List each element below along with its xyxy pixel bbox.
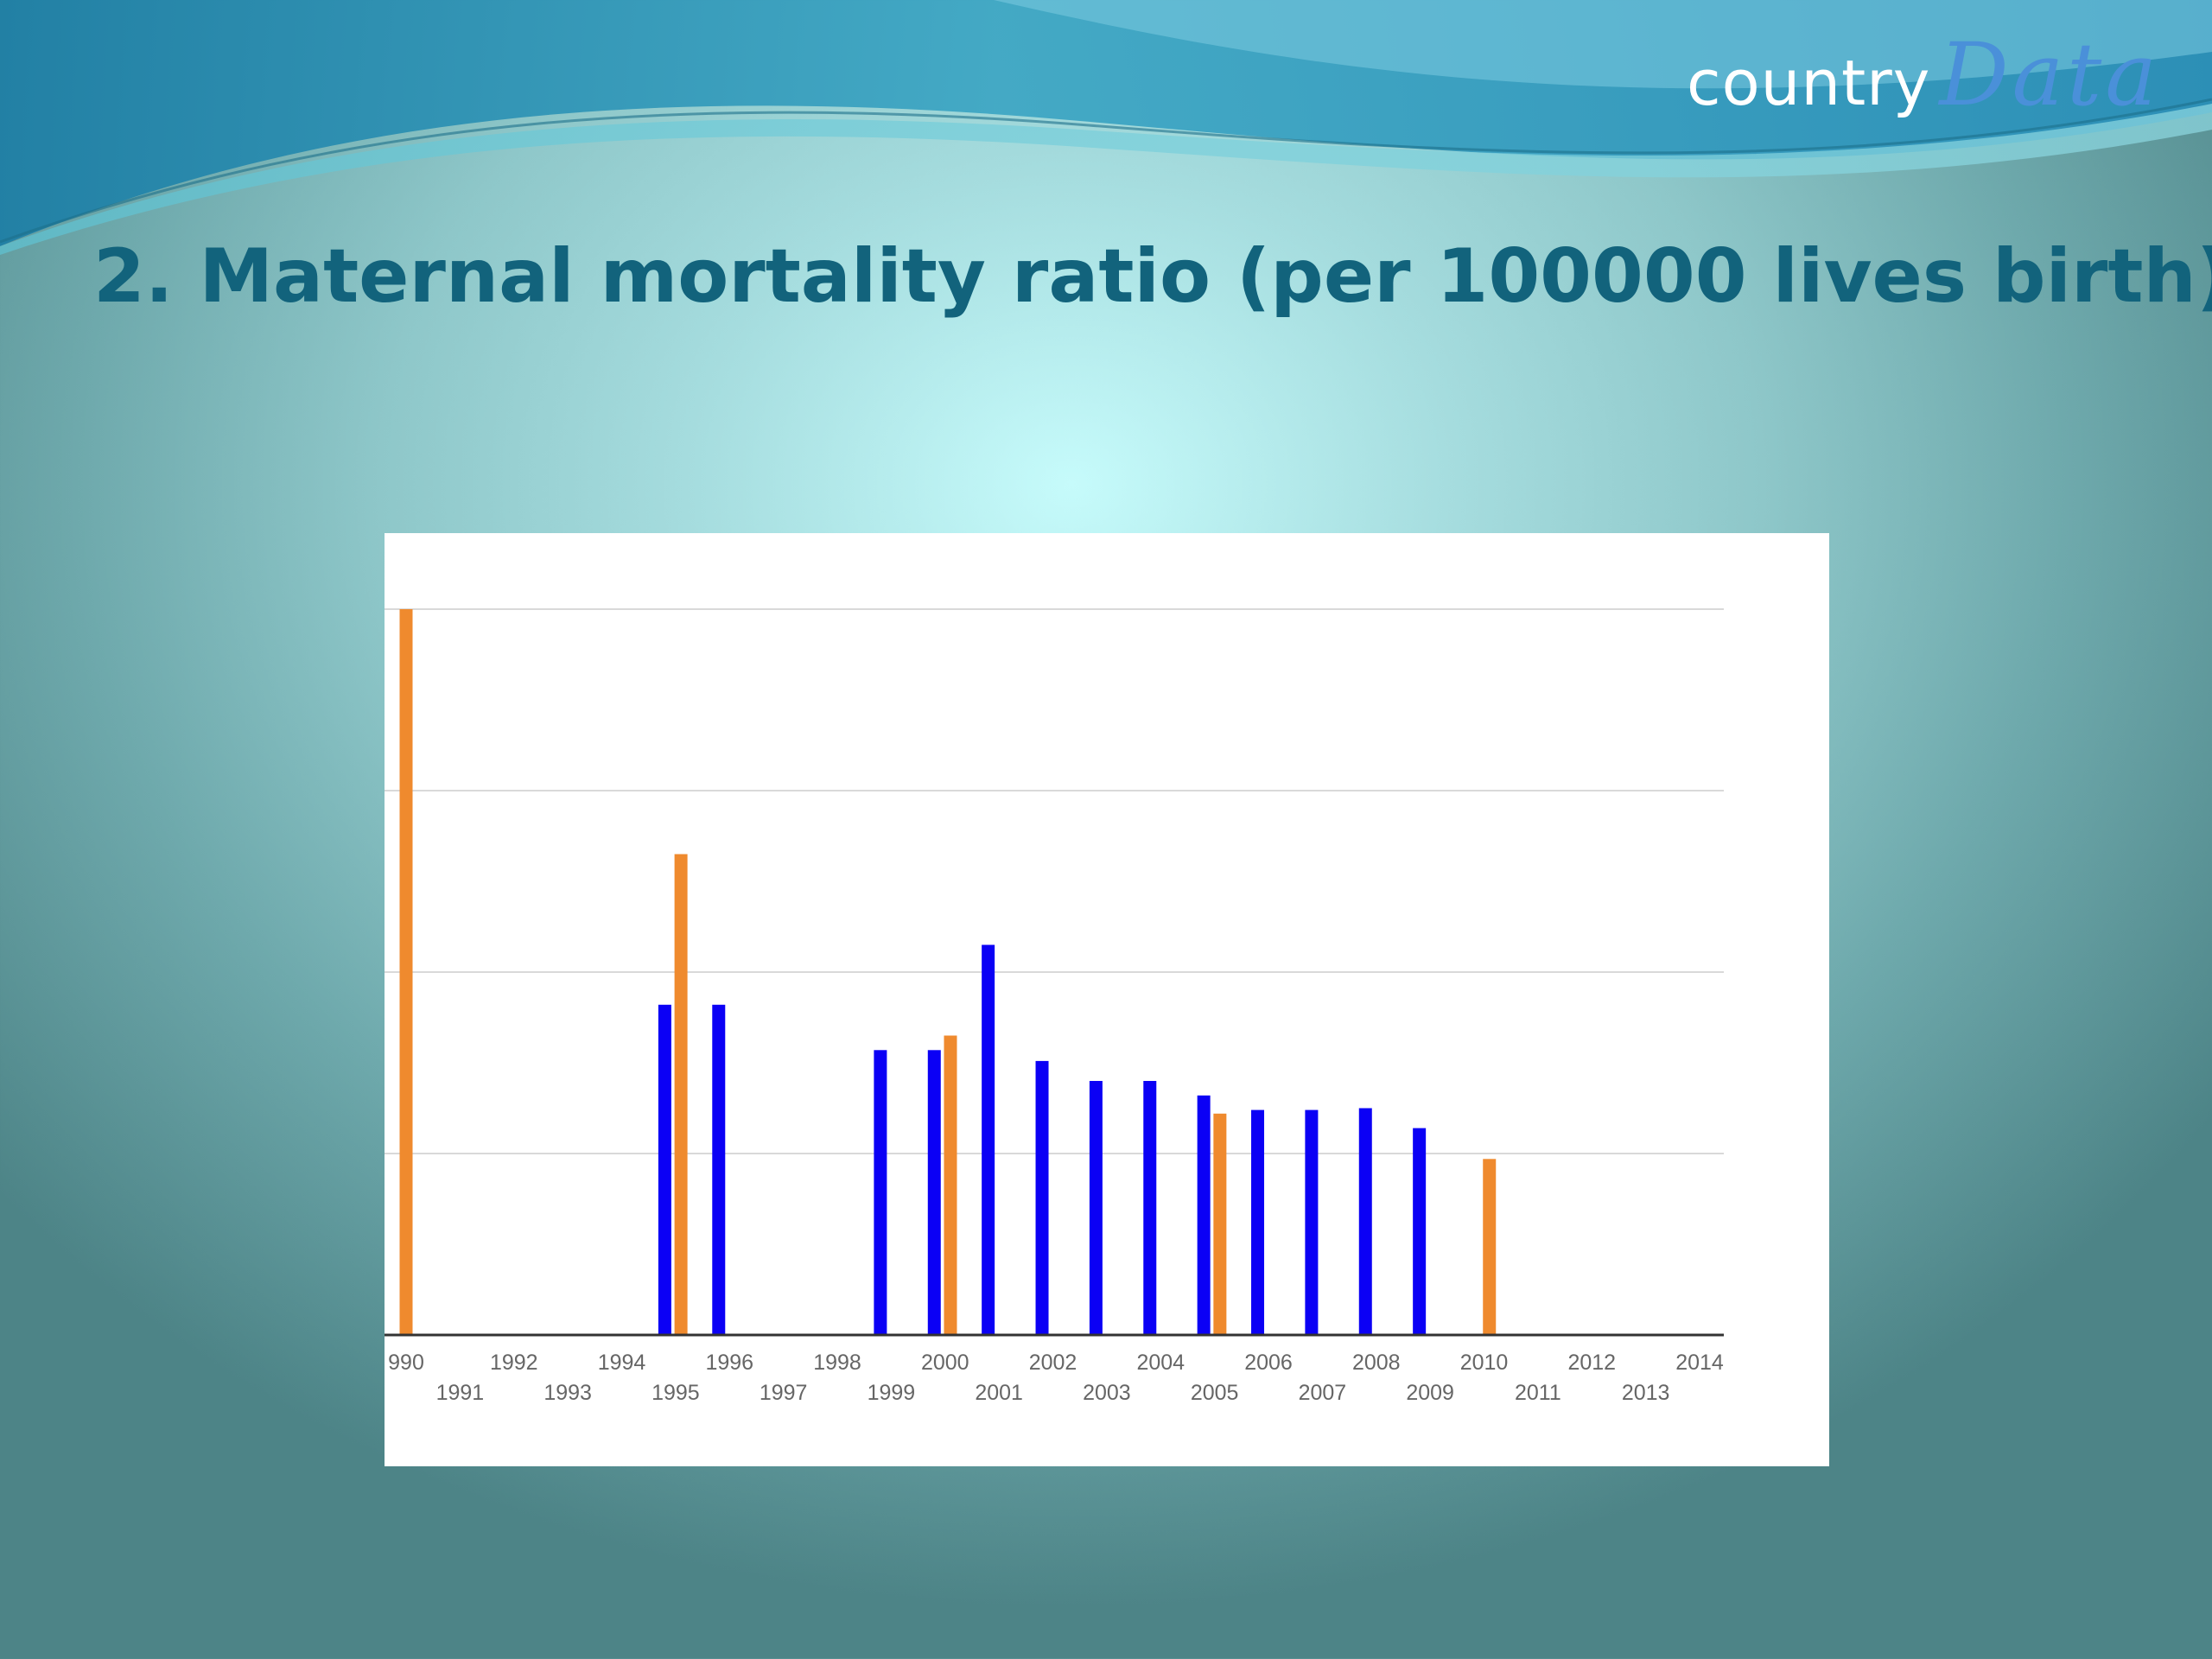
bar-series-0-4 [982,944,995,1335]
x-tick-label-16: 2006 [1244,1351,1293,1375]
bar-series-1-2 [944,1035,957,1335]
bar-series-1-4 [1483,1159,1497,1335]
bar-series-0-3 [927,1050,941,1335]
bar-series-0-12 [1413,1128,1427,1335]
x-tick-label-19: 2009 [1406,1381,1454,1405]
x-tick-label-0: 990 [388,1351,424,1375]
x-tick-label-12: 2002 [1029,1351,1077,1375]
bar-series-0-1 [712,1004,726,1335]
bar-series-0-2 [874,1050,887,1335]
x-tick-label-5: 1995 [652,1381,700,1405]
slide-title: 2. Maternal mortality ratio (per 100000 … [93,233,2212,320]
brand-logo: country Data [1687,24,2160,128]
bar-series-0-5 [1035,1060,1049,1335]
bar-series-1-1 [674,854,688,1335]
bar-series-0-7 [1143,1081,1157,1335]
x-tick-label-11: 2001 [975,1381,1023,1405]
x-tick-label-14: 2004 [1136,1351,1185,1375]
bar-series-1-0 [399,609,413,1335]
x-tick-label-15: 2005 [1191,1381,1239,1405]
x-tick-label-6: 1996 [705,1351,753,1375]
bar-series-0-10 [1305,1109,1319,1335]
bar-series-1-3 [1213,1113,1227,1335]
x-tick-label-7: 1997 [760,1381,808,1405]
logo-data-text: Data [1939,24,2160,125]
bar-series-0-8 [1197,1095,1211,1335]
bar-series-0-11 [1358,1108,1372,1335]
logo-country-text: country [1687,47,1931,119]
x-tick-label-4: 1994 [598,1351,646,1375]
x-tick-label-21: 2011 [1515,1381,1561,1405]
x-tick-label-3: 1993 [543,1381,592,1405]
bar-series-0-6 [1089,1081,1103,1335]
x-tick-label-18: 2008 [1352,1351,1401,1375]
x-tick-label-1: 1991 [436,1381,485,1405]
x-tick-label-9: 1999 [868,1381,916,1405]
x-tick-label-23: 2013 [1622,1381,1670,1405]
x-tick-label-20: 2010 [1460,1351,1509,1375]
header-wave-banner [0,0,2212,255]
x-tick-label-13: 2003 [1083,1381,1131,1405]
x-tick-label-24: 2014 [1675,1351,1724,1375]
x-tick-label-22: 2012 [1567,1351,1616,1375]
bar-series-0-0 [658,1004,671,1335]
chart-panel: 990 1991 1992 1993 1994 1995 1996 1997 1998 1999 2… [385,533,1829,1466]
x-tick-label-10: 2000 [921,1351,969,1375]
x-tick-label-2: 1992 [490,1351,538,1375]
x-tick-label-17: 2007 [1299,1381,1347,1405]
bar-chart: 9901991199219931994199519961997199819992… [385,608,1724,1405]
x-tick-label-8: 1998 [813,1351,861,1375]
bar-series-0-9 [1251,1109,1265,1335]
